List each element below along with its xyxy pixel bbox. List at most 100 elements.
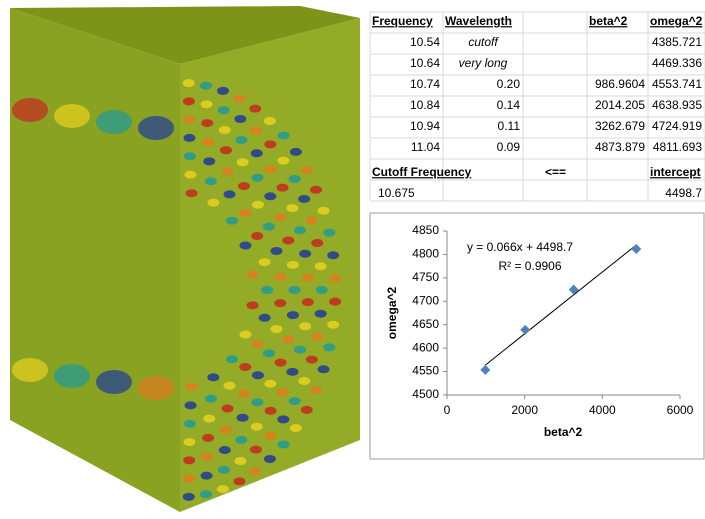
- pattern-blob: [252, 398, 264, 406]
- pattern-blob: [239, 330, 251, 338]
- pattern-blob: [299, 322, 311, 330]
- pattern-blob: [201, 472, 213, 480]
- cell: 10.675: [378, 186, 415, 200]
- cell: 0.14: [497, 98, 521, 112]
- pattern-blob: [299, 250, 311, 258]
- pattern-blob: [277, 157, 289, 165]
- pattern-blob: [278, 440, 290, 448]
- cell: 0.09: [497, 140, 521, 154]
- pattern-blob: [185, 189, 197, 197]
- pattern-blob: [54, 364, 90, 388]
- pattern-blob: [318, 365, 330, 373]
- cell: cutoff: [468, 35, 499, 49]
- pattern-blob: [323, 343, 335, 351]
- pattern-blob: [220, 146, 232, 154]
- pattern-blob: [237, 414, 249, 422]
- pattern-blob: [270, 247, 282, 255]
- cell: 986.9604: [595, 77, 645, 91]
- y-tick-label: 4800: [412, 247, 439, 261]
- pattern-blob: [282, 336, 294, 344]
- pattern-blob: [261, 286, 273, 294]
- pattern-blob: [185, 171, 197, 179]
- cutoff-arrow: <==: [545, 165, 566, 179]
- pattern-blob: [205, 177, 217, 185]
- pattern-blob: [274, 273, 286, 281]
- pattern-blob: [289, 397, 301, 405]
- pattern-blob: [222, 405, 234, 413]
- pattern-blob: [265, 165, 277, 173]
- pattern-blob: [207, 199, 219, 207]
- pattern-blob: [290, 424, 302, 432]
- pattern-blob: [12, 358, 48, 382]
- cell: 4553.741: [652, 77, 702, 91]
- pattern-blob: [183, 79, 195, 87]
- pattern-blob: [96, 110, 132, 134]
- cell: 0.20: [497, 77, 521, 91]
- pattern-blob: [265, 407, 277, 415]
- pattern-blob: [270, 325, 282, 333]
- pattern-blob: [184, 420, 196, 428]
- pattern-blob: [301, 166, 313, 174]
- pattern-blob: [224, 190, 236, 198]
- pattern-blob: [286, 368, 298, 376]
- x-tick-label: 6000: [667, 403, 694, 417]
- pattern-blob: [264, 432, 276, 440]
- pattern-blob: [251, 340, 263, 348]
- pattern-blob: [327, 251, 339, 259]
- pattern-blob: [264, 140, 276, 148]
- cell: 4385.721: [652, 35, 702, 49]
- pattern-blob: [217, 87, 229, 95]
- pattern-blob: [274, 299, 286, 307]
- pattern-blob: [138, 376, 174, 400]
- pattern-blob: [286, 204, 298, 212]
- pattern-blob: [183, 116, 195, 124]
- pattern-blob: [249, 105, 261, 113]
- pattern-blob: [247, 301, 259, 309]
- pattern-blob: [205, 395, 217, 403]
- y-tick-label: 4750: [412, 270, 439, 284]
- pattern-blob: [277, 184, 289, 192]
- pattern-blob: [54, 104, 90, 128]
- pattern-blob: [302, 274, 314, 282]
- pattern-blob: [301, 406, 313, 414]
- pattern-blob: [306, 356, 318, 364]
- x-tick-label: 4000: [589, 403, 616, 417]
- pattern-blob: [183, 97, 195, 105]
- pattern-blob: [287, 311, 299, 319]
- cell: 4811.693: [653, 140, 702, 154]
- pattern-blob: [217, 485, 229, 493]
- pattern-blob: [238, 390, 250, 398]
- pattern-blob: [184, 152, 196, 160]
- pattern-blob: [275, 359, 287, 367]
- pattern-blob: [287, 261, 299, 269]
- pattern-blob: [96, 370, 132, 394]
- pattern-blob: [251, 423, 263, 431]
- pattern-blob: [233, 95, 245, 103]
- pattern-blob: [218, 106, 230, 114]
- y-axis-label: omega^2: [385, 286, 399, 339]
- y-tick-label: 4850: [412, 223, 439, 237]
- pattern-blob: [282, 236, 294, 244]
- pattern-blob: [226, 217, 238, 225]
- pattern-blob: [201, 119, 213, 127]
- pattern-blob: [239, 209, 251, 217]
- pattern-blob: [235, 136, 247, 144]
- cell: 10.54: [410, 35, 440, 49]
- pattern-blob: [202, 138, 214, 146]
- pattern-blob: [201, 100, 213, 108]
- page: FrequencyWavelengthbeta^2omega^210.54cut…: [0, 0, 705, 514]
- cutoff-label: Cutoff Frequency: [372, 165, 472, 179]
- pattern-blob: [220, 426, 232, 434]
- pattern-blob: [311, 239, 323, 247]
- pattern-blob: [251, 232, 263, 240]
- pattern-blob: [239, 242, 251, 250]
- pattern-blob: [310, 386, 322, 394]
- cell: very long: [459, 56, 508, 70]
- pattern-blob: [226, 355, 238, 363]
- pattern-blob: [289, 175, 301, 183]
- cell: 4469.336: [652, 56, 702, 70]
- pattern-blob: [183, 456, 195, 464]
- pattern-blob: [12, 98, 48, 122]
- pattern-blob: [234, 115, 246, 123]
